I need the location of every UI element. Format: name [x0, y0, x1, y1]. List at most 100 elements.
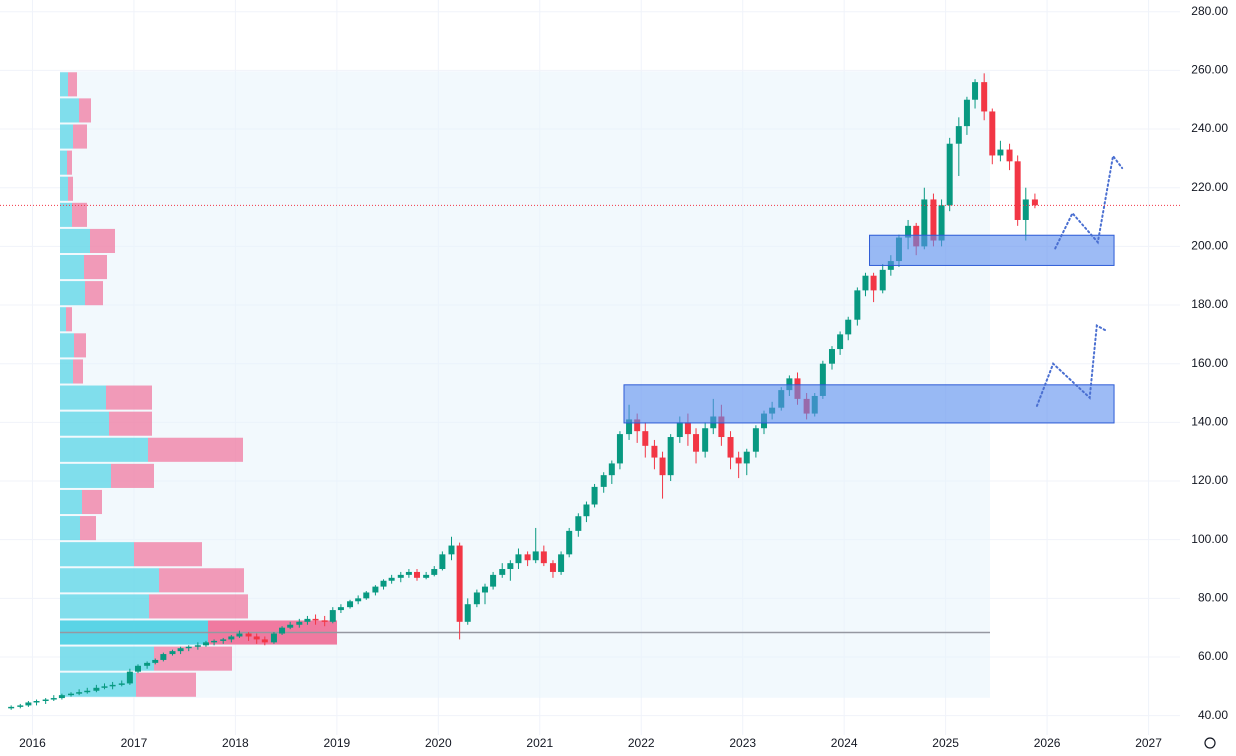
candle-body	[540, 551, 547, 564]
candle-body	[304, 618, 311, 622]
profile-down-bar	[111, 463, 154, 488]
profile-down-bar	[67, 150, 72, 175]
profile-down-bar	[80, 516, 96, 541]
candle-body	[676, 422, 683, 438]
x-tick-label: 2016	[19, 736, 46, 750]
profile-up-bar	[60, 176, 68, 201]
candle-body	[423, 574, 430, 578]
candle-body	[8, 706, 15, 709]
candle-body	[169, 651, 176, 655]
candle-body	[431, 569, 438, 575]
candle-body	[296, 621, 303, 625]
candle-body	[456, 545, 463, 622]
candle-body	[1006, 149, 1013, 162]
profile-down-bar	[82, 489, 102, 515]
profile-up-bar	[60, 516, 80, 541]
profile-up-bar	[60, 98, 79, 123]
y-tick-label: 260.00	[1191, 63, 1228, 77]
candle-body	[160, 654, 167, 660]
profile-up-bar	[60, 542, 134, 567]
profile-up-bar	[60, 594, 149, 619]
profile-down-bar	[106, 385, 152, 410]
x-tick-label: 2027	[1135, 736, 1162, 750]
candle-body	[684, 422, 691, 435]
profile-up-bar	[60, 489, 82, 515]
x-tick-label: 2024	[831, 736, 858, 750]
profile-up-bar	[60, 333, 74, 358]
x-tick-label: 2020	[425, 736, 452, 750]
settings-icon[interactable]	[1204, 737, 1216, 749]
candle-body	[549, 563, 556, 572]
x-tick-label: 2022	[628, 736, 655, 750]
candle-body	[380, 580, 387, 587]
candle-body	[405, 571, 412, 575]
candle-body	[58, 695, 65, 699]
candle-body	[499, 569, 506, 575]
candle-body	[261, 639, 268, 643]
candle-body	[727, 437, 734, 458]
candle-body	[997, 149, 1004, 156]
candle-body	[50, 698, 57, 700]
profile-down-bar	[149, 594, 248, 619]
profile-up-bar	[60, 463, 111, 488]
candle-body	[651, 445, 658, 458]
candle-body	[608, 463, 615, 476]
candle-body	[1031, 199, 1038, 206]
projection	[1054, 153, 1124, 250]
candle-body	[575, 516, 582, 531]
candle-body	[76, 692, 83, 694]
candle-body	[667, 437, 674, 476]
candle-body	[905, 225, 912, 238]
candle-body	[752, 428, 759, 452]
profile-up-bar	[60, 228, 90, 254]
candle-body	[464, 604, 471, 622]
candle-body	[397, 574, 404, 578]
candle-body	[616, 434, 623, 464]
candle-body	[642, 431, 649, 446]
x-tick-label: 2021	[526, 736, 553, 750]
candle-body	[955, 126, 962, 144]
profile-up-bar	[60, 255, 84, 280]
candle-body	[819, 363, 826, 396]
candle-body	[515, 554, 522, 564]
candle-body	[93, 687, 100, 691]
profile-up-bar	[60, 124, 73, 149]
candle-body	[152, 659, 159, 663]
candle-body	[938, 205, 945, 241]
profile-down-bar	[72, 202, 87, 227]
candle-body	[718, 416, 725, 438]
profile-up-bar	[60, 307, 66, 332]
candle-body	[372, 586, 379, 593]
candle-body	[126, 671, 133, 684]
projection	[1035, 323, 1107, 407]
y-tick-label: 160.00	[1191, 356, 1228, 370]
candle-body	[312, 618, 319, 621]
profile-down-bar	[68, 176, 73, 201]
profile-up-bar	[60, 411, 109, 436]
candle-body	[17, 705, 24, 707]
y-tick-label: 80.00	[1198, 591, 1228, 605]
candle-body	[211, 640, 218, 643]
candle-body	[659, 457, 666, 476]
candle-body	[862, 275, 869, 291]
candle-body	[532, 551, 539, 561]
candle-body	[287, 624, 294, 628]
candle-body	[270, 633, 277, 643]
candle-body	[693, 434, 700, 452]
candle-body	[879, 269, 886, 291]
candle-body	[144, 662, 151, 666]
profile-down-bar	[90, 228, 115, 254]
candle-body	[347, 601, 354, 608]
profile-down-bar	[73, 124, 87, 149]
y-tick-label: 200.00	[1191, 239, 1228, 253]
candle-body	[626, 419, 633, 435]
profile-down-bar	[136, 672, 196, 697]
candle-body	[786, 378, 793, 391]
profile-up-bar	[60, 568, 159, 593]
candle-body	[118, 683, 125, 685]
y-tick-label: 280.00	[1191, 4, 1228, 18]
candle-body	[337, 607, 344, 611]
profile-up-bar	[60, 385, 106, 410]
candle-body	[600, 475, 607, 487]
